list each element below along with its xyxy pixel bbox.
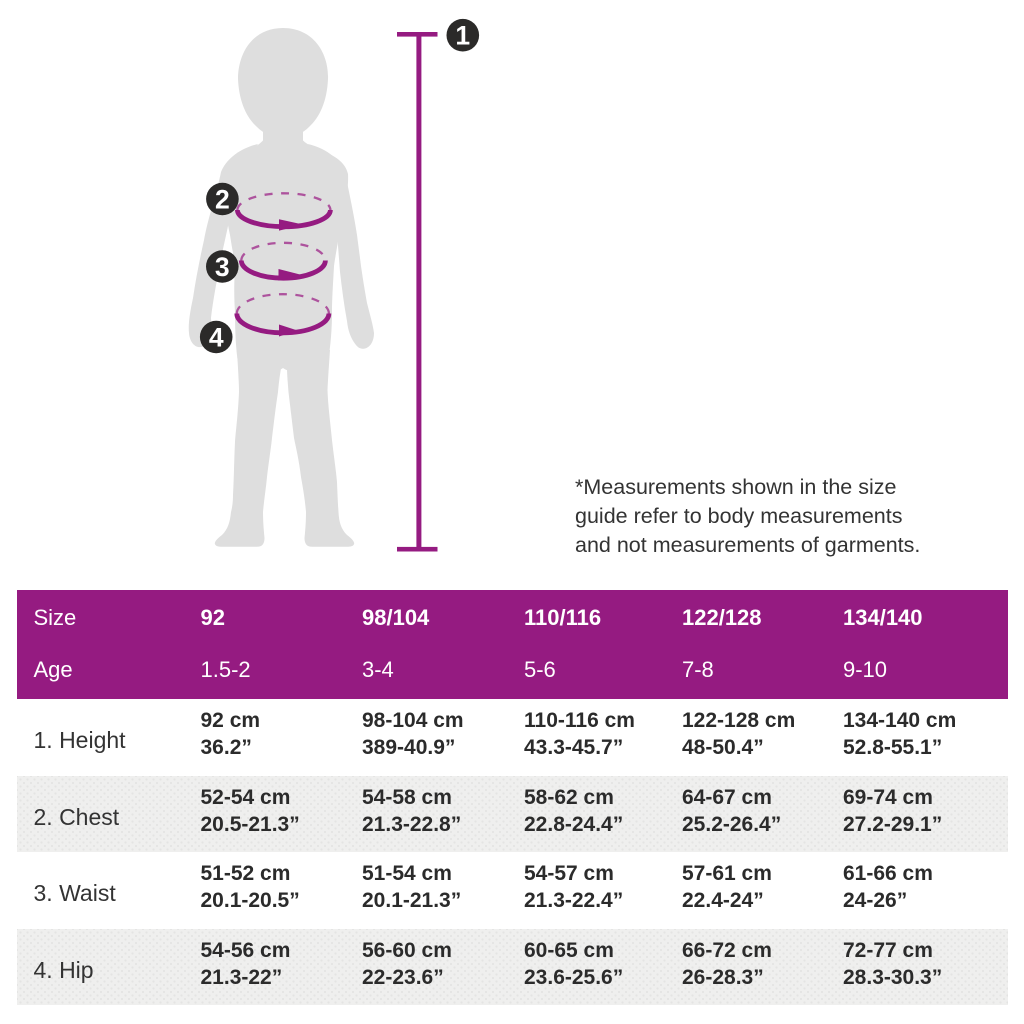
svg-text:2: 2 — [215, 184, 230, 214]
svg-text:1: 1 — [455, 21, 470, 51]
svg-text:3: 3 — [215, 252, 230, 282]
svg-text:4: 4 — [209, 322, 224, 352]
